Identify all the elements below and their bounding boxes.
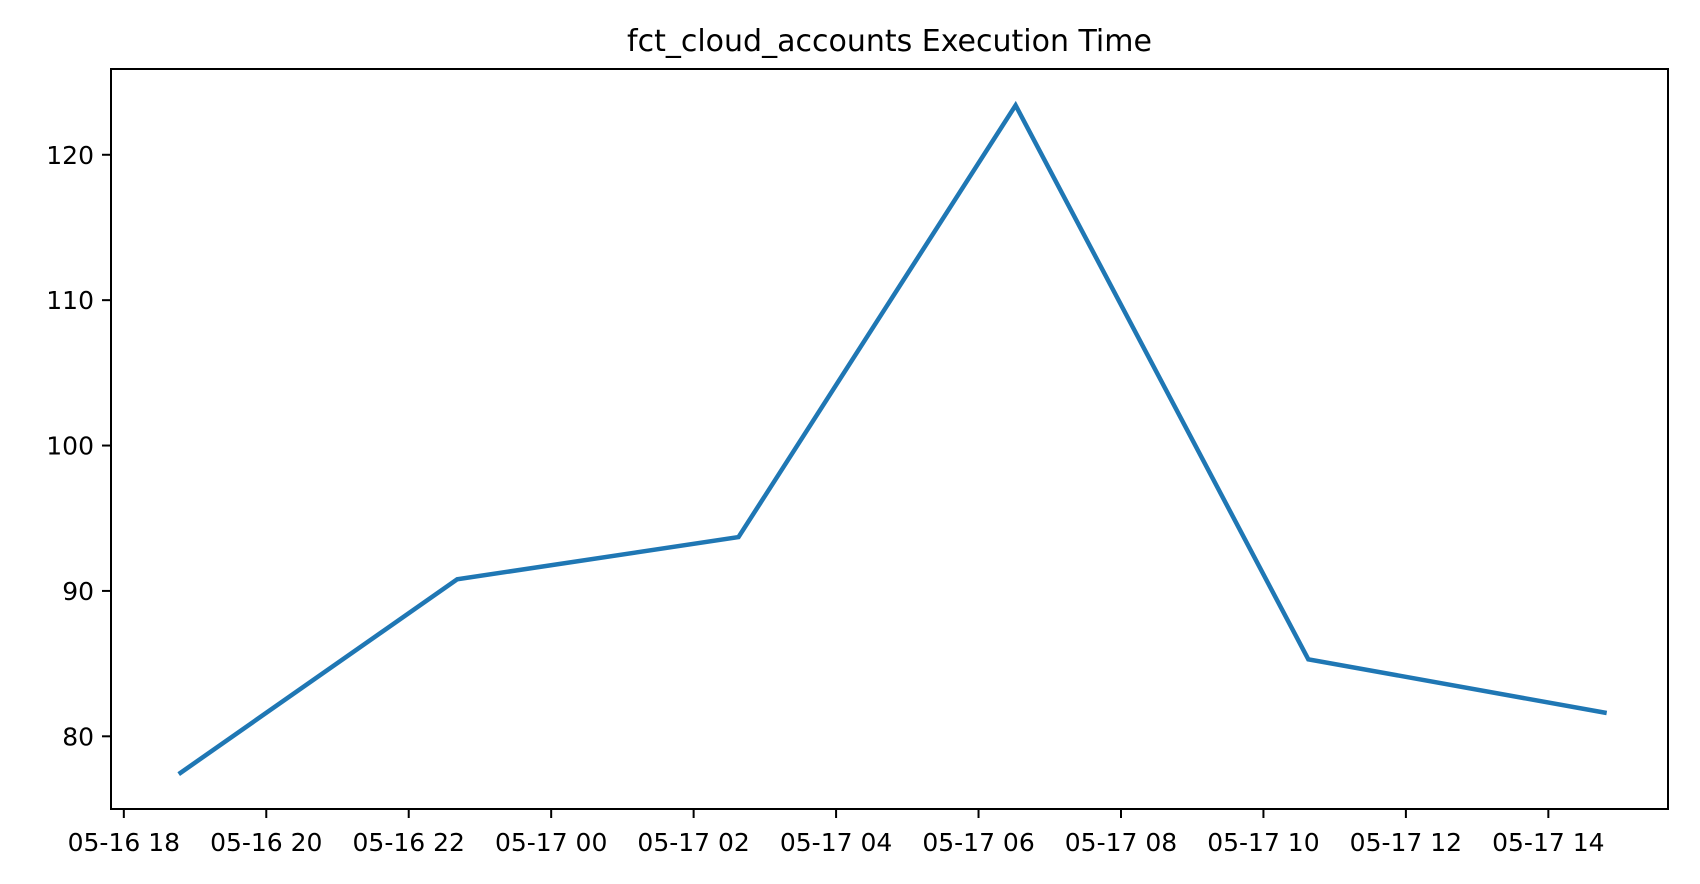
y-tick-label: 120 [46,141,94,170]
y-tick-label: 80 [62,722,94,751]
x-tick-label: 05-17 02 [637,828,749,857]
x-tick-label: 05-16 20 [210,828,322,857]
y-tick-label: 110 [46,286,94,315]
y-tick-label: 90 [62,577,94,606]
x-tick-label: 05-17 06 [922,828,1034,857]
x-tick-label: 05-17 14 [1492,828,1604,857]
plot-border [110,68,1669,810]
y-tick-label: 100 [46,432,94,461]
x-tick-label: 05-17 10 [1207,828,1319,857]
x-tick-label: 05-17 08 [1065,828,1177,857]
x-tick-label: 05-17 00 [495,828,607,857]
x-tick-label: 05-16 18 [68,828,180,857]
x-tick-label: 05-16 22 [353,828,465,857]
chart-title: fct_cloud_accounts Execution Time [627,24,1152,59]
x-tick-label: 05-17 04 [780,828,892,857]
x-tick-label: 05-17 12 [1350,828,1462,857]
series-line [177,100,1608,776]
